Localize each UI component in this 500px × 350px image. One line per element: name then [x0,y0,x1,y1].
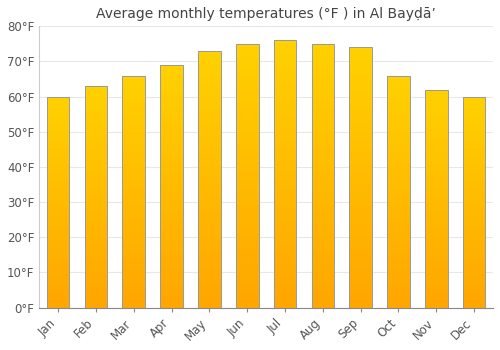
Bar [350,47,372,308]
Bar [84,86,108,308]
Bar [46,97,70,308]
Bar [463,97,485,308]
Bar [160,65,183,308]
Bar [236,44,258,308]
Bar [312,44,334,308]
Bar [274,40,296,308]
Bar [198,51,220,308]
Title: Average monthly temperatures (°F ) in Al Bayḍāʼ: Average monthly temperatures (°F ) in Al… [96,7,436,21]
Bar [122,76,145,308]
Bar [425,90,448,308]
Bar [387,76,410,308]
